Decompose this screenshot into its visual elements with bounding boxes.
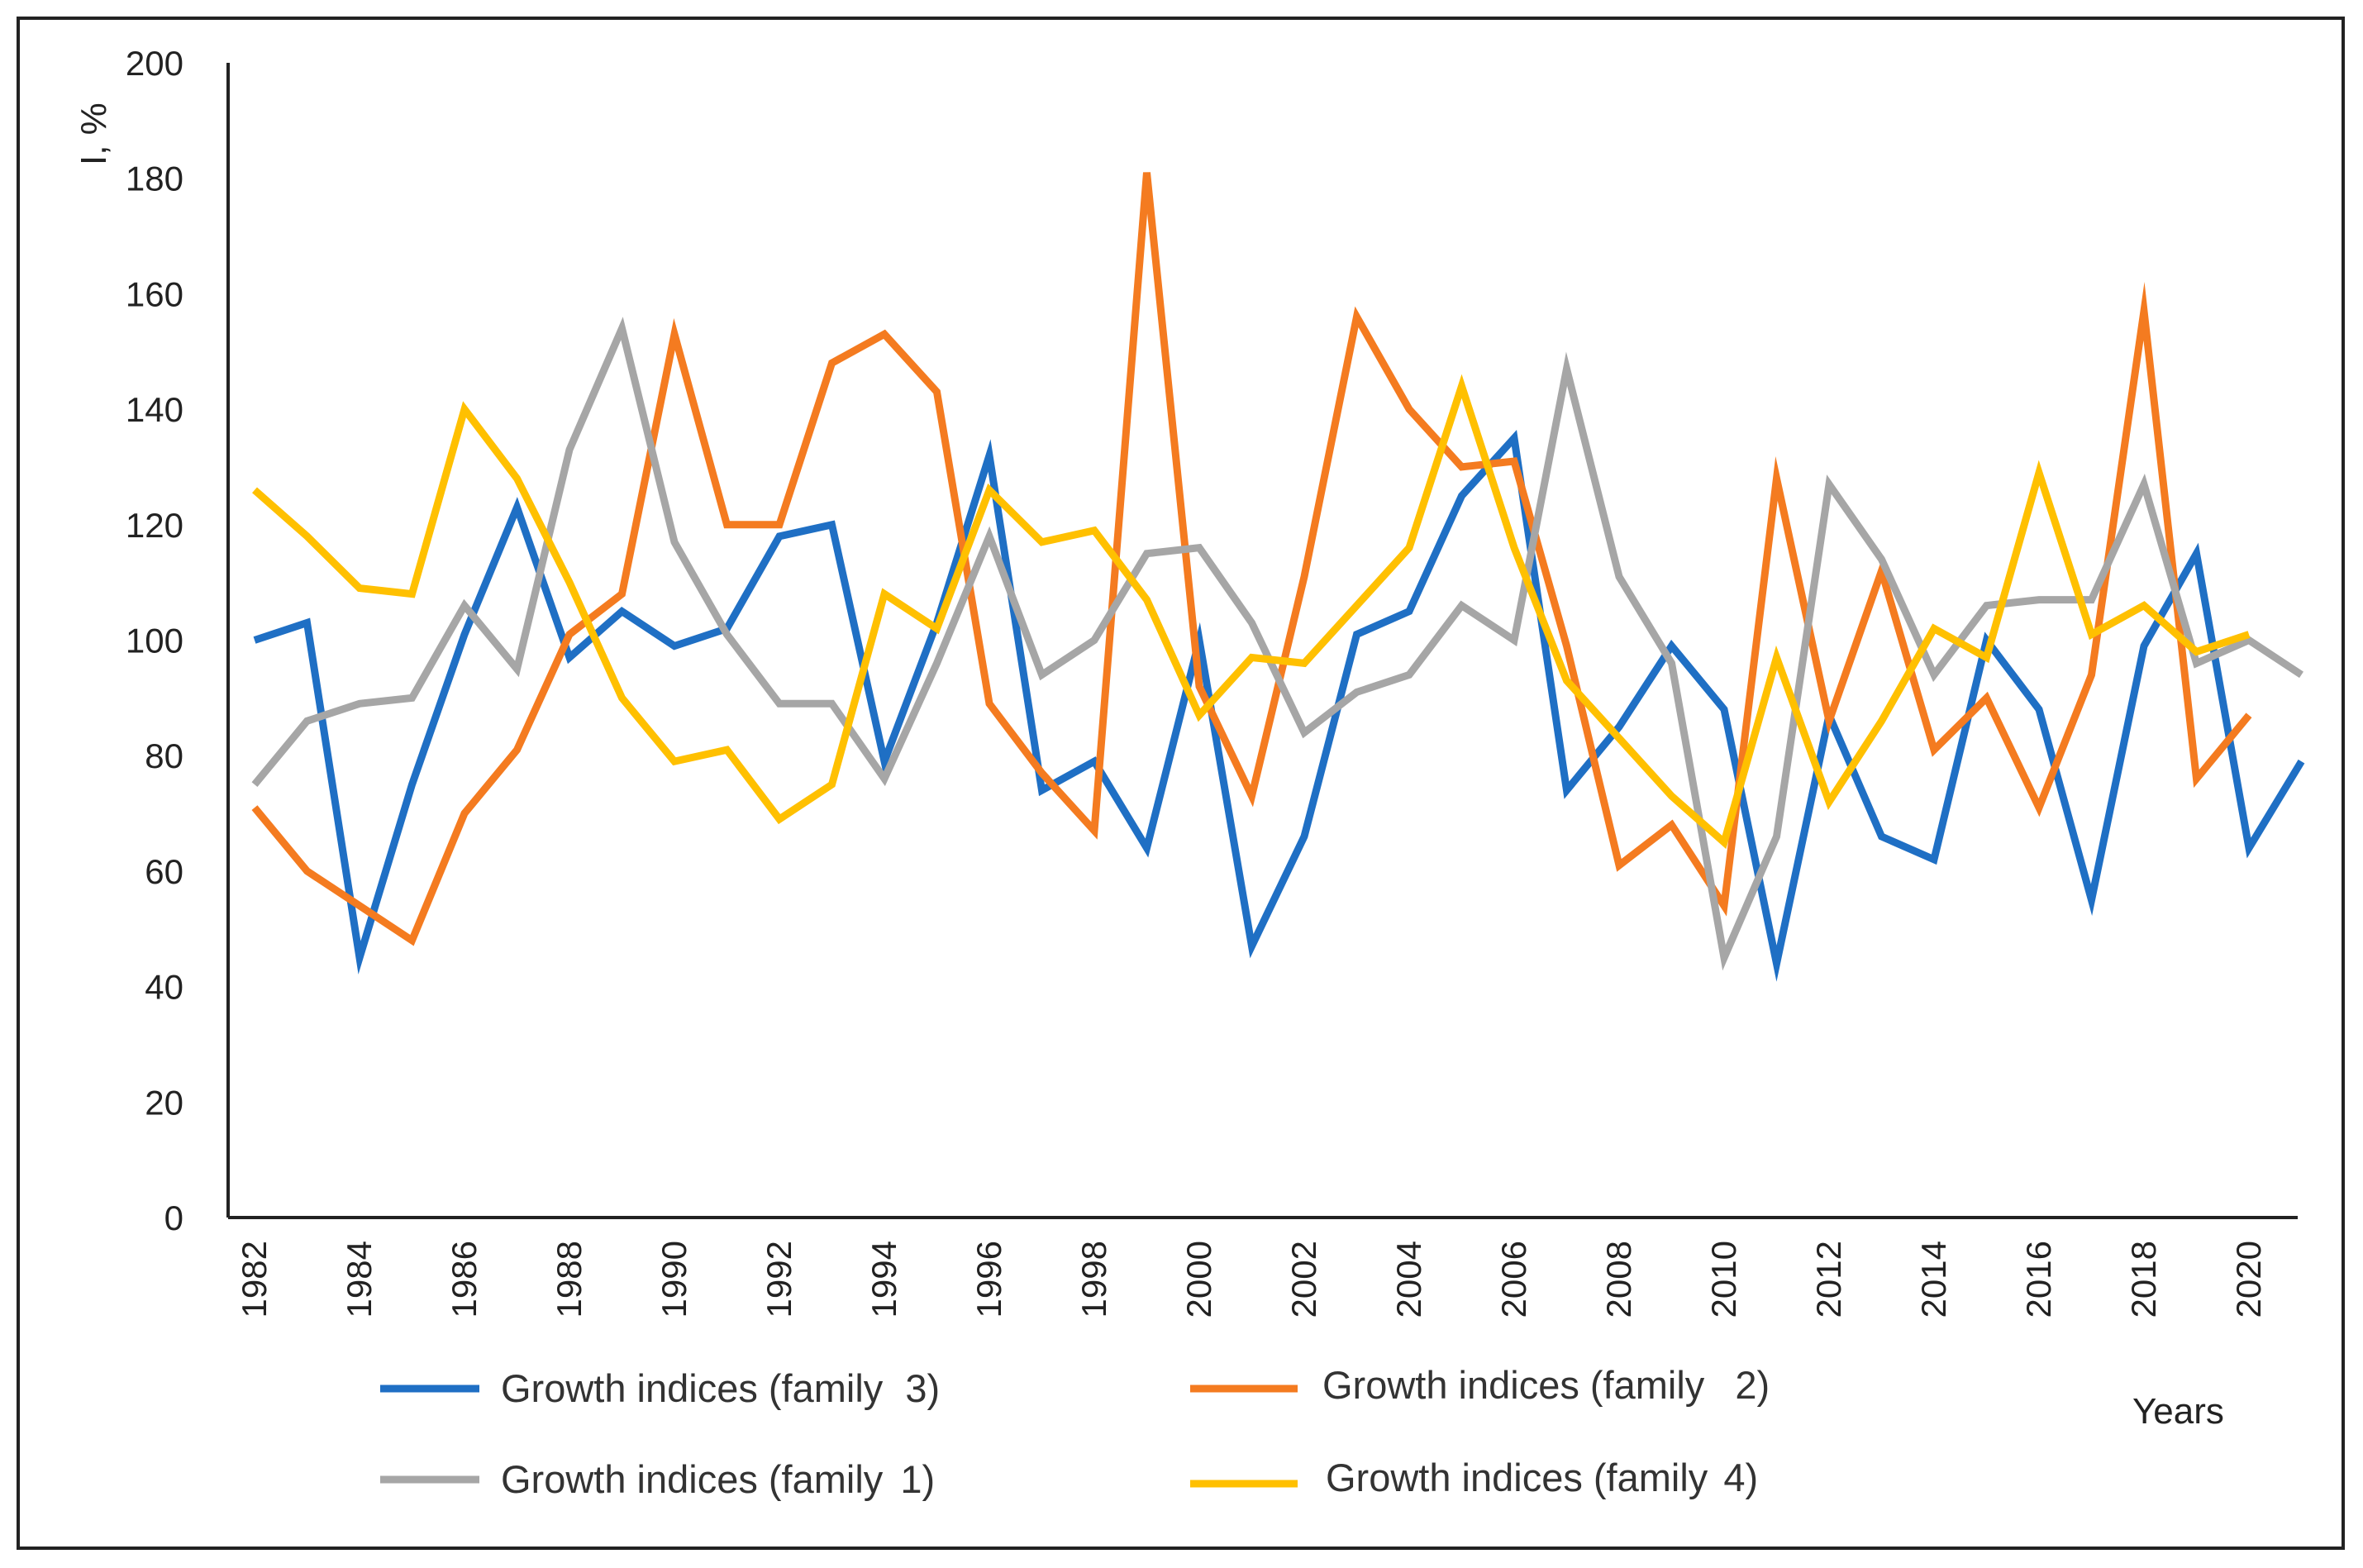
legend-num-family-1: 1) xyxy=(900,1457,935,1501)
x-axis-label: Years xyxy=(2132,1391,2224,1432)
legend-item-family-3: Growth indices (family 3) xyxy=(380,1366,940,1410)
x-tick-label: 1982 xyxy=(235,1241,274,1318)
series-layer xyxy=(251,172,2305,982)
legend-label-family-3: Growth indices (family xyxy=(501,1366,884,1410)
svg-text:Growth indices (family: Growth indices (family 4) xyxy=(1326,1456,1758,1499)
legend-label-family-2: Growth indices (family xyxy=(1322,1363,1705,1407)
x-tick-label: 2004 xyxy=(1389,1241,1428,1318)
x-tick-label: 2020 xyxy=(2229,1241,2268,1318)
y-tick-label: 180 xyxy=(126,160,183,198)
legend-item-family-4: Growth indices (family 4) xyxy=(1190,1456,1758,1499)
x-tick-label: 2008 xyxy=(1599,1241,1638,1318)
svg-text:Growth indices (family: Growth indices (family 3) xyxy=(501,1366,940,1410)
x-tick-label: 1992 xyxy=(760,1241,798,1318)
series-line-family-4 xyxy=(252,374,2251,850)
x-tick-label: 1984 xyxy=(340,1241,379,1318)
y-tick-label: 120 xyxy=(126,506,183,545)
x-tick-label: 2010 xyxy=(1704,1241,1743,1318)
y-tick-label: 80 xyxy=(145,736,183,775)
x-tick-label: 2012 xyxy=(1809,1241,1848,1318)
x-tick-label: 1996 xyxy=(969,1241,1008,1318)
y-tick-label: 40 xyxy=(145,968,183,1007)
x-tick-label: 1988 xyxy=(550,1241,588,1318)
x-tick-label: 1994 xyxy=(865,1241,903,1318)
y-axis-title: I, % xyxy=(74,102,114,165)
svg-text:Growth indices (family: Growth indices (family 2) xyxy=(1322,1363,1770,1407)
y-axis-label: I, % xyxy=(74,102,114,165)
svg-text:Growth indices (family: Growth indices (family 1) xyxy=(501,1457,935,1501)
legend-item-family-1: Growth indices (family 1) xyxy=(380,1457,935,1501)
y-tick-label: 100 xyxy=(126,622,183,660)
legend-item-family-2: Growth indices (family 2) xyxy=(1190,1363,1770,1407)
y-tick-label: 0 xyxy=(164,1199,183,1237)
x-tick-label: 2018 xyxy=(2124,1241,2163,1318)
x-tick-labels: 1982 1984 1986 1988 1990 1992 1994 1996 1998 2000… xyxy=(235,1241,2268,1318)
x-tick-label: 1986 xyxy=(445,1241,484,1318)
y-tick-label: 60 xyxy=(145,852,183,891)
legend-num-family-4: 4) xyxy=(1723,1456,1758,1499)
y-tick-labels: 0 20 40 60 80 100 120 140 160 180 200 xyxy=(126,44,183,1237)
x-tick-label: 2014 xyxy=(1914,1241,1953,1318)
y-tick-label: 20 xyxy=(145,1083,183,1122)
x-tick-label: 2016 xyxy=(2019,1241,2058,1318)
legend: Growth indices (family 3) Growth indices… xyxy=(380,1363,1770,1501)
x-tick-label: 2006 xyxy=(1494,1241,1533,1318)
legend-label-family-4: Growth indices (family xyxy=(1326,1456,1708,1499)
legend-label-family-1: Growth indices (family xyxy=(501,1457,884,1501)
x-tick-label: 2000 xyxy=(1179,1241,1218,1318)
y-tick-label: 140 xyxy=(126,390,183,429)
x-tick-label: 2002 xyxy=(1284,1241,1323,1318)
y-tick-label: 160 xyxy=(126,274,183,313)
x-tick-label: 1990 xyxy=(655,1241,693,1318)
x-tick-label: 1998 xyxy=(1074,1241,1113,1318)
chart-frame xyxy=(17,17,2345,1550)
y-tick-label: 200 xyxy=(126,44,183,83)
legend-num-family-3: 3) xyxy=(905,1366,940,1410)
legend-num-family-2: 2) xyxy=(1735,1363,1770,1407)
